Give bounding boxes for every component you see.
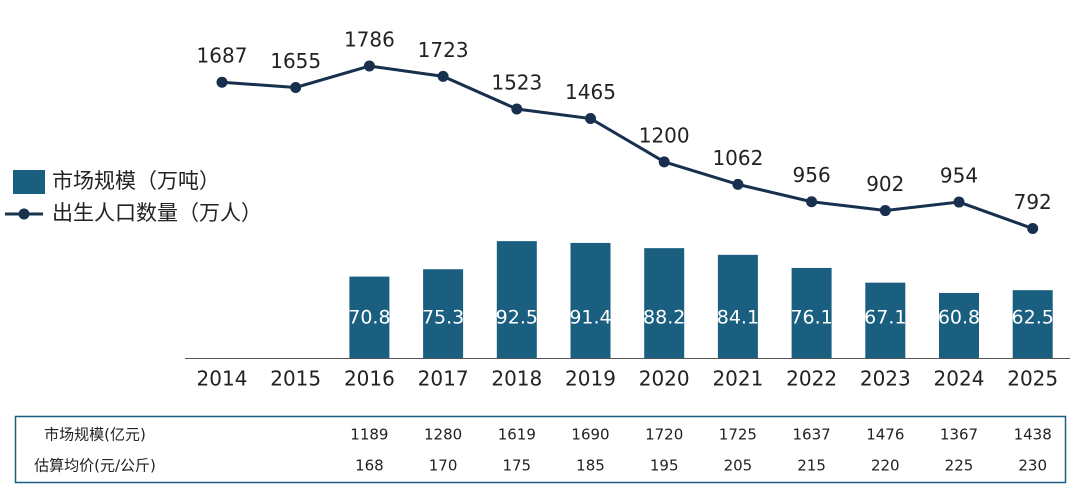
point xyxy=(732,178,744,190)
table-cell: 1725 xyxy=(719,426,757,444)
x-tick-label: 2020 xyxy=(639,367,690,391)
table-cell: 1367 xyxy=(940,426,978,444)
x-tick-label: 2019 xyxy=(565,367,616,391)
x-tick-label: 2021 xyxy=(712,367,763,391)
point-value-label: 1786 xyxy=(344,28,395,52)
table-cell: 170 xyxy=(429,457,458,475)
point xyxy=(585,113,596,125)
bar-value-label: 76.1 xyxy=(790,307,832,329)
table-cell: 185 xyxy=(576,457,605,475)
line xyxy=(221,64,1034,230)
table-row-label: 估算均价(元/公斤) xyxy=(34,457,156,475)
table-cell: 1720 xyxy=(645,426,683,444)
point xyxy=(437,70,449,82)
point xyxy=(216,76,228,88)
x-tick-label: 2018 xyxy=(491,367,542,391)
table-cell: 1476 xyxy=(866,426,904,444)
x-tick-label: 2015 xyxy=(270,367,321,391)
point xyxy=(953,196,965,208)
bar-value-label: 67.1 xyxy=(864,307,906,329)
table-cell: 215 xyxy=(797,457,826,475)
legend-marker xyxy=(18,208,30,220)
table-cell: 225 xyxy=(945,457,974,475)
legend-swatch xyxy=(13,170,45,194)
bar-value-label: 91.4 xyxy=(569,307,611,329)
bar-value-label: 88.2 xyxy=(643,307,685,329)
x-tick-label: 2025 xyxy=(1007,367,1058,391)
table-cell: 1280 xyxy=(424,426,462,444)
table-cell: 1438 xyxy=(1014,426,1052,444)
point-value-label: 792 xyxy=(1014,190,1052,214)
x-tick-label: 2024 xyxy=(934,367,985,391)
point xyxy=(363,60,375,72)
table-cell: 168 xyxy=(355,457,384,475)
x-tick-label: 2017 xyxy=(418,367,469,391)
legend-label: 市场规模（万吨） xyxy=(52,169,220,193)
bar xyxy=(496,241,537,358)
x-tick-label: 2023 xyxy=(860,367,911,391)
bar xyxy=(423,269,464,358)
bar-value-label: 92.5 xyxy=(496,307,538,329)
point xyxy=(658,156,670,168)
table-row-label: 市场规模(亿元) xyxy=(44,426,146,444)
point-value-label: 1465 xyxy=(565,80,616,104)
point-value-label: 1655 xyxy=(270,49,321,73)
bar-value-label: 70.8 xyxy=(348,307,390,329)
x-tick-label: 2022 xyxy=(786,367,837,391)
point xyxy=(1027,223,1039,235)
table-cell: 230 xyxy=(1018,457,1047,475)
bar xyxy=(1012,290,1053,358)
table-cell: 1619 xyxy=(498,426,536,444)
point-value-label: 1687 xyxy=(197,44,248,68)
bar xyxy=(349,276,390,358)
point xyxy=(806,196,818,208)
table-cell: 1637 xyxy=(793,426,831,444)
point-value-label: 954 xyxy=(940,164,978,188)
table-frame xyxy=(14,415,1067,484)
point-value-label: 1200 xyxy=(639,123,690,147)
bar-value-label: 60.8 xyxy=(938,307,980,329)
point xyxy=(290,81,302,93)
point-value-label: 1523 xyxy=(491,71,542,95)
table-cell: 205 xyxy=(724,457,753,475)
point xyxy=(879,205,891,217)
table-cell: 1189 xyxy=(350,426,388,444)
bar xyxy=(865,282,906,358)
point-value-label: 1723 xyxy=(418,38,469,62)
bar xyxy=(939,292,979,358)
point-value-label: 1062 xyxy=(712,146,763,170)
bar-value-label: 84.1 xyxy=(717,307,759,329)
bar-value-label: 62.5 xyxy=(1012,307,1054,329)
bar xyxy=(570,242,611,358)
bar xyxy=(644,248,685,358)
x-tick-label: 2014 xyxy=(197,367,248,391)
point-value-label: 902 xyxy=(866,172,904,196)
bar xyxy=(791,267,832,358)
bar-value-label: 75.3 xyxy=(422,307,464,329)
table-cell: 175 xyxy=(502,457,531,475)
table-cell: 1690 xyxy=(571,426,609,444)
table-cell: 195 xyxy=(650,457,679,475)
point xyxy=(511,103,523,115)
table-cell: 220 xyxy=(871,457,900,475)
bar xyxy=(717,254,758,358)
point-value-label: 956 xyxy=(793,163,831,187)
x-tick-label: 2016 xyxy=(344,367,395,391)
legend-label: 出生人口数量（万人） xyxy=(52,201,262,225)
